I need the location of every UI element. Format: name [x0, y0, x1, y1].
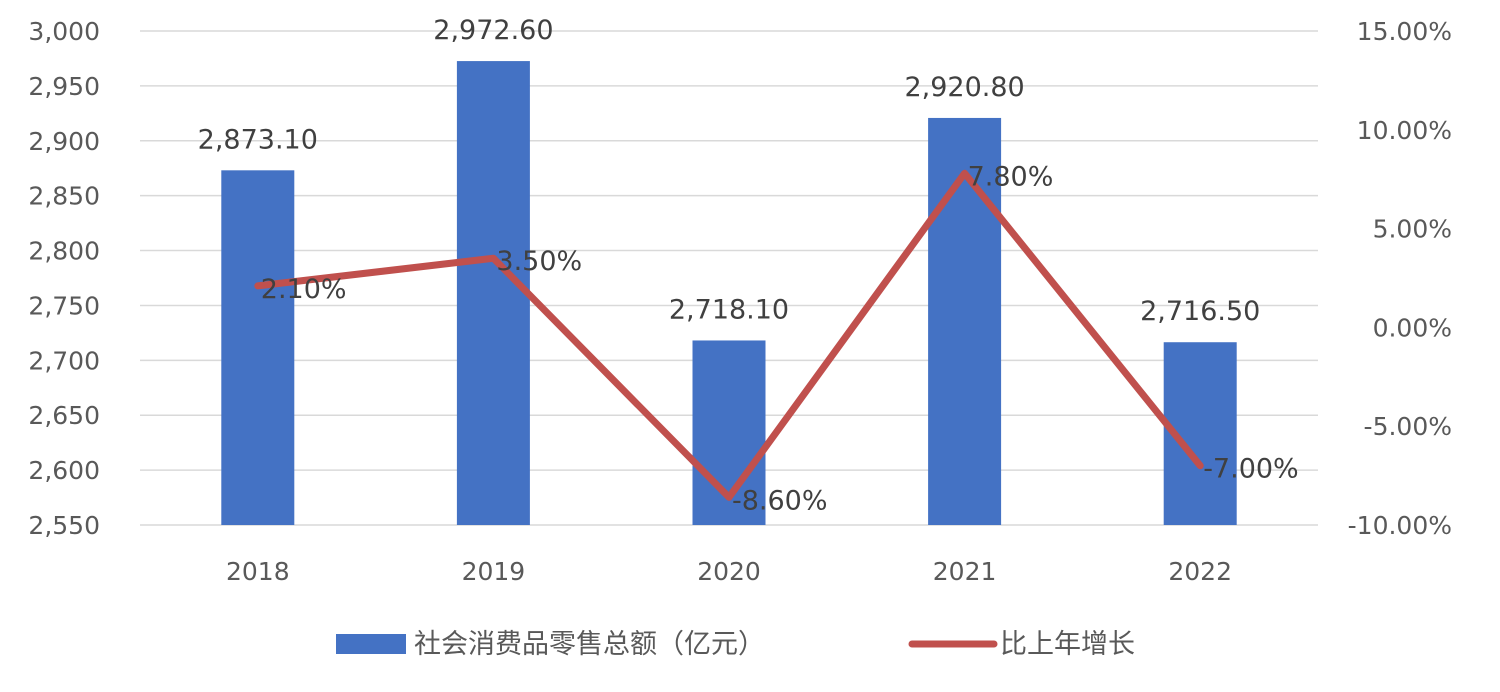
- line-data-label: 7.80%: [968, 161, 1054, 192]
- y-left-tick-label: 2,900: [28, 127, 100, 156]
- bar-data-label: 2,873.10: [198, 124, 318, 155]
- y-left-tick-label: 2,650: [28, 401, 100, 430]
- y-right-tick-label: 5.00%: [1373, 215, 1452, 244]
- line-data-label: -7.00%: [1203, 454, 1299, 485]
- y-left-tick-label: 2,850: [28, 182, 100, 211]
- x-tick-label: 2019: [462, 557, 526, 586]
- bar: [928, 117, 1002, 525]
- x-tick-label: 2018: [226, 557, 290, 586]
- y-right-tick-label: 15.00%: [1357, 17, 1452, 46]
- y-left-tick-label: 2,800: [28, 237, 100, 266]
- bar: [221, 170, 295, 526]
- x-tick-label: 2022: [1168, 557, 1232, 586]
- bar-data-labels: 2,873.10 2,972.60 2,718.10 2,920.80 2,716.50: [198, 15, 1261, 327]
- line-data-label: 2.10%: [261, 274, 347, 305]
- bar-series: [221, 61, 1237, 526]
- legend-bar-label: 社会消费品零售总额（亿元）: [414, 629, 765, 660]
- right-axis-ticks: -10.00% -5.00% 0.00% 5.00% 10.00% 15.00%: [1348, 17, 1452, 540]
- bar: [456, 61, 530, 526]
- y-right-tick-label: 10.00%: [1357, 116, 1452, 145]
- y-left-tick-label: 2,550: [28, 511, 100, 540]
- y-left-tick-label: 3,000: [28, 17, 100, 46]
- line-data-label: -8.60%: [732, 485, 828, 516]
- y-right-tick-label: -5.00%: [1364, 412, 1452, 441]
- growth-line: [254, 169, 1204, 501]
- line-series: [254, 169, 1204, 501]
- legend-line-label: 比上年增长: [1000, 629, 1135, 660]
- y-right-tick-label: 0.00%: [1373, 313, 1452, 342]
- line-data-labels: 2.10% 3.50% -8.60% 7.80% -7.00%: [261, 161, 1299, 516]
- legend-bar-swatch: [336, 634, 406, 654]
- bar-data-label: 2,972.60: [433, 15, 553, 46]
- x-tick-label: 2021: [933, 557, 997, 586]
- bar-data-label: 2,920.80: [904, 72, 1024, 103]
- y-right-tick-label: -10.00%: [1348, 511, 1452, 540]
- y-left-tick-label: 2,700: [28, 346, 100, 375]
- bar-data-label: 2,718.10: [669, 294, 789, 325]
- y-left-tick-label: 2,950: [28, 72, 100, 101]
- legend: 社会消费品零售总额（亿元） 比上年增长: [336, 629, 1135, 660]
- x-tick-label: 2020: [697, 557, 761, 586]
- line-data-label: 3.50%: [496, 246, 582, 277]
- y-left-tick-label: 2,600: [28, 456, 100, 485]
- x-axis-ticks: 2018 2019 2020 2021 2022: [226, 557, 1232, 586]
- bar-data-label: 2,716.50: [1140, 296, 1260, 327]
- y-left-tick-label: 2,750: [28, 291, 100, 320]
- gridlines: [140, 30, 1318, 526]
- left-axis-ticks: 2,550 2,600 2,650 2,700 2,750 2,800 2,850 2,900…: [28, 17, 100, 540]
